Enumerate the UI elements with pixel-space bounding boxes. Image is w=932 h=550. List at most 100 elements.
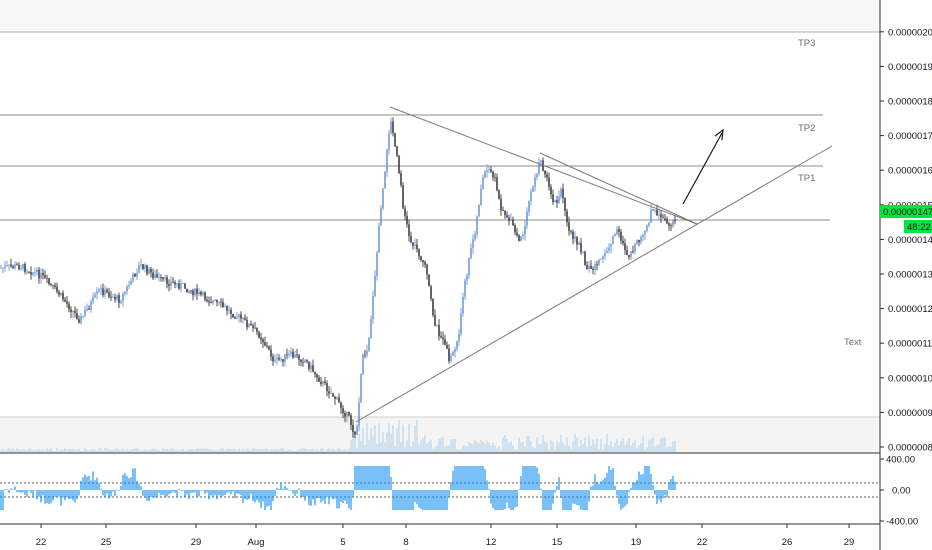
volume-bar <box>126 449 128 452</box>
candle-body <box>216 299 218 303</box>
candle-body <box>78 319 80 323</box>
volume-bar <box>94 449 96 452</box>
volume-bar <box>210 449 212 452</box>
osc-bar <box>502 490 504 510</box>
projection-arrow[interactable] <box>682 132 723 205</box>
osc-bar <box>260 490 262 508</box>
osc-bar <box>618 490 620 504</box>
volume-bar <box>172 448 174 452</box>
upper-trendline[interactable] <box>389 106 698 225</box>
candle-body <box>390 121 392 134</box>
candle-body <box>652 209 654 211</box>
osc-bar <box>38 490 40 497</box>
volume-bar <box>96 450 98 452</box>
volume-bar <box>112 449 114 452</box>
osc-bar <box>494 490 496 510</box>
osc-bar <box>454 466 456 490</box>
volume-bar <box>160 450 162 452</box>
candle-body <box>34 271 36 273</box>
osc-bar <box>120 485 122 490</box>
oscillator-axis[interactable]: 400.00 0.00 -400.00 <box>880 455 918 528</box>
osc-bar <box>10 488 12 490</box>
candle-body <box>400 173 402 186</box>
volume-bar <box>242 448 244 452</box>
osc-bar <box>338 490 340 509</box>
osc-bar <box>216 490 218 500</box>
candle-body <box>114 296 116 300</box>
osc-bar <box>478 466 480 490</box>
osc-bar <box>572 490 574 504</box>
osc-bar <box>596 481 598 490</box>
candle-body <box>446 344 448 349</box>
volume-bar <box>204 448 206 452</box>
text-annotation[interactable]: Text <box>844 337 862 348</box>
inner-upper-trendline[interactable] <box>539 152 698 225</box>
volume-bar <box>106 448 108 452</box>
candle-body <box>540 160 542 163</box>
lower-trendline[interactable] <box>355 145 833 423</box>
osc-bar <box>274 490 276 497</box>
candle-body <box>186 288 188 293</box>
candle-body <box>112 296 114 298</box>
osc-bar <box>204 490 206 495</box>
candle-body <box>42 273 44 276</box>
volume-bar <box>80 450 82 452</box>
candle-body <box>188 290 190 293</box>
volume-bar <box>16 448 18 452</box>
volume-bar <box>2 449 4 452</box>
osc-bar <box>332 490 334 500</box>
volume-bar <box>564 445 566 452</box>
osc-bar <box>608 466 610 490</box>
volume-bar <box>608 445 610 452</box>
time-axis[interactable]: 22 25 29 Aug 5 8 12 15 19 22 26 29 <box>36 524 855 548</box>
osc-bar <box>508 490 510 509</box>
volume-bar <box>228 448 230 452</box>
osc-bar <box>548 490 550 510</box>
osc-bar <box>360 466 362 490</box>
time-tick-label: 29 <box>191 537 202 548</box>
osc-bar <box>74 490 76 503</box>
candle-body <box>6 265 8 266</box>
candle-body <box>340 402 342 409</box>
osc-bar <box>336 490 338 509</box>
osc-bar <box>302 490 304 498</box>
osc-bar <box>388 466 390 490</box>
osc-bar <box>550 490 552 510</box>
candle-body <box>522 234 524 237</box>
volume-bar <box>56 448 58 452</box>
candle-body <box>520 236 522 242</box>
candle-body <box>48 278 50 284</box>
volume-bar <box>634 439 636 452</box>
osc-bar <box>364 466 366 490</box>
volume-bar <box>84 448 86 452</box>
candle-body <box>538 162 540 174</box>
candle-body <box>440 336 442 338</box>
osc-bar <box>22 490 24 493</box>
candle-body <box>122 293 124 302</box>
candle-body <box>68 303 70 310</box>
candle-body <box>38 269 40 279</box>
volume-bar <box>494 445 496 452</box>
osc-bar <box>424 490 426 510</box>
volume-bar <box>110 449 112 452</box>
volume-bar <box>34 450 36 452</box>
volume-bar <box>610 440 612 452</box>
volume-bar <box>202 448 204 452</box>
volume-bar <box>36 449 38 452</box>
candle-body <box>502 210 504 211</box>
candle-body <box>452 351 454 356</box>
candle-body <box>640 236 642 243</box>
candle-body <box>88 308 90 310</box>
arrow-head <box>714 128 724 141</box>
volume-bar <box>226 448 228 452</box>
volume-bar <box>294 450 296 452</box>
candle-body <box>292 351 294 358</box>
volume-bar <box>434 447 436 452</box>
osc-bar <box>320 490 322 503</box>
osc-bar <box>628 490 630 493</box>
candle-body <box>274 359 276 362</box>
candle-body <box>342 408 344 414</box>
volume-bar <box>236 450 238 452</box>
